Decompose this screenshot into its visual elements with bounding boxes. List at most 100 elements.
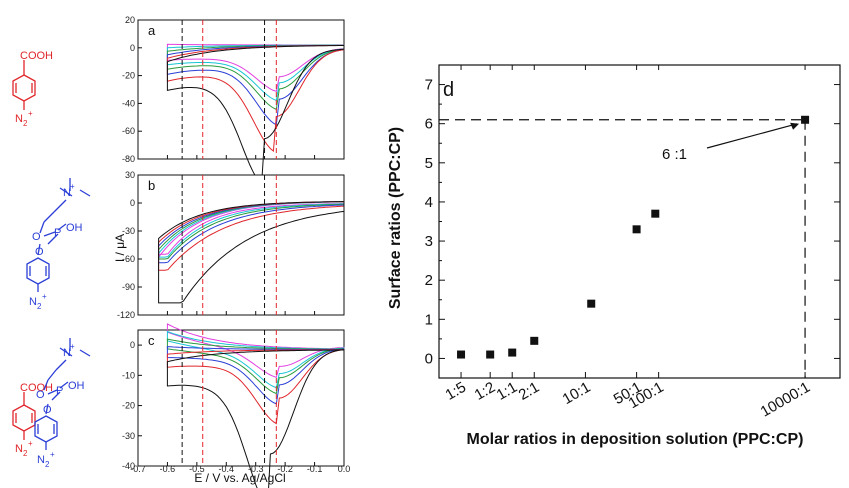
cv-panels: 20 0 -20 -40 -60 -80 a 30 0 -30 -60 -90 -120 b 0 -10 -20… bbox=[117, 15, 350, 488]
oxygen-label-2b: O bbox=[35, 246, 44, 258]
scatter-frame bbox=[438, 64, 841, 379]
d-data-point bbox=[651, 209, 660, 218]
d-data-point bbox=[587, 299, 596, 308]
cooh-label-1: COOH bbox=[20, 50, 53, 62]
y-tick-label: -10 bbox=[122, 370, 135, 380]
phosphorus-label-2: P bbox=[54, 227, 61, 239]
d-data-point bbox=[801, 115, 810, 124]
carboxyphenyl-diazonium-structure bbox=[12, 60, 36, 110]
diazonium-sub-2: 2 bbox=[37, 302, 42, 311]
diazonium-label-4: N bbox=[37, 454, 45, 466]
d-x-tick-label: 1:5 bbox=[442, 379, 469, 404]
cv-panel-letter: b bbox=[148, 178, 155, 193]
y-tick-label: -120 bbox=[117, 310, 135, 320]
x-tick-label: -0.7 bbox=[130, 464, 146, 474]
d-y-axis-title: Surface ratios (PPC:CP) bbox=[387, 127, 404, 309]
diazonium-sub-4: 2 bbox=[45, 460, 50, 469]
d-annotation-label: 6 :1 bbox=[662, 146, 687, 163]
diazonium-plus-4: + bbox=[50, 450, 55, 459]
oxygen-label-3b: O bbox=[43, 404, 52, 416]
d-y-tick-label: 4 bbox=[425, 194, 433, 211]
ammonium-plus-3: + bbox=[70, 342, 75, 351]
carboxyphenyl-diazonium-structure-mix bbox=[12, 392, 36, 440]
oxygen-label-2a: O bbox=[32, 231, 41, 243]
y-tick-label: 30 bbox=[125, 170, 135, 180]
cv-x-axis-title: E / V vs. Ag/AgCl bbox=[194, 471, 285, 485]
y-tick-label: 20 bbox=[125, 15, 135, 25]
phosphorus-label-3: P bbox=[56, 385, 63, 397]
diazonium-sub-1: 2 bbox=[23, 119, 28, 128]
x-tick-label: -0.4 bbox=[219, 464, 235, 474]
d-data-point bbox=[457, 350, 466, 359]
phosphorylcholine-diazonium-structure-mix bbox=[34, 338, 91, 450]
diazonium-plus-3: + bbox=[28, 439, 33, 448]
oxygen-label-3a: O bbox=[36, 389, 45, 401]
y-tick-label: 0 bbox=[130, 198, 135, 208]
d-y-tick-label: 7 bbox=[425, 77, 433, 94]
y-tick-label: -30 bbox=[122, 431, 135, 441]
phosphorylcholine-diazonium-structure bbox=[26, 178, 91, 292]
y-tick-label: -30 bbox=[122, 226, 135, 236]
cv-panel-b: 30 0 -30 -60 -90 -120 b bbox=[117, 170, 345, 320]
cv-curve-black bbox=[166, 45, 345, 186]
y-tick-label: 0 bbox=[130, 340, 135, 350]
cv-curve-black bbox=[166, 349, 345, 488]
d-y-tick-label: 5 bbox=[425, 155, 433, 172]
ammonium-label-2: N bbox=[63, 187, 71, 199]
y-tick-label: -40 bbox=[122, 461, 135, 471]
x-tick-label: -0.2 bbox=[277, 464, 293, 474]
d-panel-letter: d bbox=[443, 79, 454, 101]
cooh-label-3: COOH bbox=[20, 382, 53, 394]
x-tick-label: 0.0 bbox=[338, 464, 351, 474]
y-tick-label: -20 bbox=[122, 71, 135, 81]
cv-curve-blue bbox=[166, 346, 345, 405]
d-data-point bbox=[486, 350, 495, 359]
d-y-tick-label: 0 bbox=[425, 350, 433, 367]
d-y-tick-label: 1 bbox=[425, 311, 433, 328]
d-data-point bbox=[632, 225, 641, 234]
d-data-point bbox=[508, 348, 517, 357]
diazonium-sub-3: 2 bbox=[23, 449, 28, 458]
cv-panel-c: 0 -10 -20 -30 -40 c bbox=[122, 323, 345, 488]
cv-panel-letter: a bbox=[148, 23, 156, 38]
cv-y-axis-title: I / μA bbox=[113, 234, 127, 262]
d-annotation-arrowhead bbox=[790, 122, 800, 130]
y-tick-label: -40 bbox=[122, 98, 135, 108]
y-tick-label: -20 bbox=[122, 401, 135, 411]
hydroxyl-label-3: OH bbox=[68, 380, 85, 392]
y-tick-label: 0 bbox=[130, 43, 135, 53]
ammonium-label-3: N bbox=[63, 347, 71, 359]
y-tick-label: -90 bbox=[122, 282, 135, 292]
cv-panel-frame bbox=[137, 174, 345, 316]
d-x-tick-label: 2:1 bbox=[516, 379, 543, 404]
diazonium-label-1: N bbox=[15, 113, 23, 125]
d-data-point bbox=[530, 336, 539, 345]
diazonium-plus-1: + bbox=[28, 109, 33, 118]
d-y-tick-label: 3 bbox=[425, 233, 433, 250]
x-tick-label: -0.6 bbox=[160, 464, 176, 474]
cv-panel-frame bbox=[137, 19, 345, 160]
d-annotation-arrow bbox=[706, 123, 798, 149]
ammonium-plus-2: + bbox=[70, 182, 75, 191]
cv-curve-black bbox=[158, 201, 345, 304]
x-tick-label: -0.3 bbox=[248, 464, 264, 474]
d-x-tick-label: 10:1 bbox=[560, 379, 594, 408]
d-x-axis-title: Molar ratios in deposition solution (PPC… bbox=[467, 431, 804, 448]
cv-panel-letter: c bbox=[148, 333, 155, 348]
hydroxyl-label-2: OH bbox=[66, 222, 83, 234]
diazonium-label-2: N bbox=[29, 296, 37, 308]
cv-panel-a: 20 0 -20 -40 -60 -80 a bbox=[122, 15, 345, 186]
diazonium-plus-2: + bbox=[42, 292, 47, 301]
diazonium-label-3: N bbox=[15, 443, 23, 455]
y-tick-label: -60 bbox=[122, 254, 135, 264]
d-y-tick-label: 2 bbox=[425, 272, 433, 289]
d-x-tick-label: 10000:1 bbox=[758, 379, 813, 421]
x-tick-label: -0.5 bbox=[189, 464, 205, 474]
y-tick-label: -60 bbox=[122, 126, 135, 136]
d-y-tick-label: 6 bbox=[425, 116, 433, 133]
x-tick-label: -0.1 bbox=[307, 464, 323, 474]
chemical-structures: COOH N 2 + N + P O O OH N 2 + bbox=[12, 50, 91, 469]
y-tick-label: -80 bbox=[122, 154, 135, 164]
